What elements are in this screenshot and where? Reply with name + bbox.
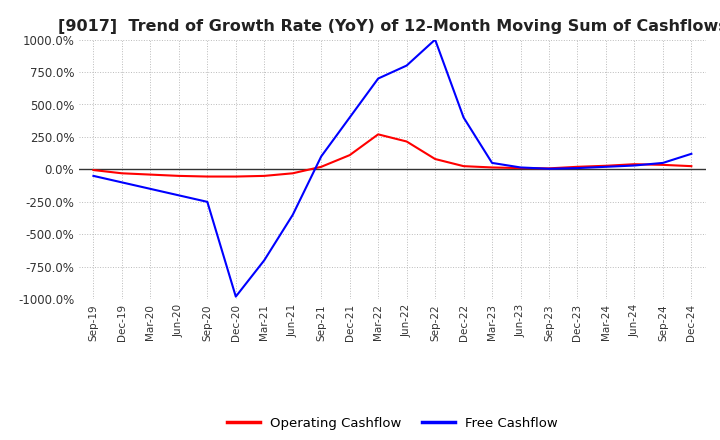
Operating Cashflow [317, 164, 325, 169]
Free Cashflow [630, 163, 639, 168]
Line: Operating Cashflow: Operating Cashflow [94, 134, 691, 176]
Operating Cashflow [203, 174, 212, 179]
Operating Cashflow [630, 161, 639, 167]
Free Cashflow [146, 186, 155, 191]
Operating Cashflow [659, 162, 667, 168]
Free Cashflow [346, 115, 354, 120]
Free Cashflow [289, 212, 297, 217]
Free Cashflow [374, 76, 382, 81]
Free Cashflow [117, 180, 126, 185]
Free Cashflow [545, 166, 554, 172]
Operating Cashflow [516, 165, 525, 171]
Operating Cashflow [602, 163, 611, 169]
Operating Cashflow [487, 165, 496, 170]
Operating Cashflow [289, 171, 297, 176]
Operating Cashflow [431, 156, 439, 161]
Free Cashflow [659, 160, 667, 165]
Operating Cashflow [174, 173, 183, 179]
Free Cashflow [459, 115, 468, 120]
Free Cashflow [487, 160, 496, 165]
Operating Cashflow [232, 174, 240, 179]
Operating Cashflow [459, 164, 468, 169]
Title: [9017]  Trend of Growth Rate (YoY) of 12-Month Moving Sum of Cashflows: [9017] Trend of Growth Rate (YoY) of 12-… [58, 19, 720, 34]
Legend: Operating Cashflow, Free Cashflow: Operating Cashflow, Free Cashflow [222, 412, 563, 436]
Free Cashflow [573, 165, 582, 171]
Operating Cashflow [89, 167, 98, 172]
Free Cashflow [431, 37, 439, 42]
Operating Cashflow [146, 172, 155, 177]
Free Cashflow [203, 199, 212, 205]
Free Cashflow [232, 294, 240, 299]
Free Cashflow [260, 258, 269, 263]
Operating Cashflow [687, 164, 696, 169]
Operating Cashflow [402, 139, 411, 144]
Free Cashflow [402, 63, 411, 68]
Free Cashflow [602, 164, 611, 169]
Operating Cashflow [374, 132, 382, 137]
Operating Cashflow [346, 153, 354, 158]
Operating Cashflow [545, 166, 554, 171]
Free Cashflow [687, 151, 696, 157]
Free Cashflow [516, 165, 525, 170]
Operating Cashflow [117, 171, 126, 176]
Free Cashflow [317, 154, 325, 159]
Operating Cashflow [573, 164, 582, 169]
Operating Cashflow [260, 173, 269, 179]
Free Cashflow [174, 193, 183, 198]
Line: Free Cashflow: Free Cashflow [94, 40, 691, 297]
Free Cashflow [89, 173, 98, 179]
